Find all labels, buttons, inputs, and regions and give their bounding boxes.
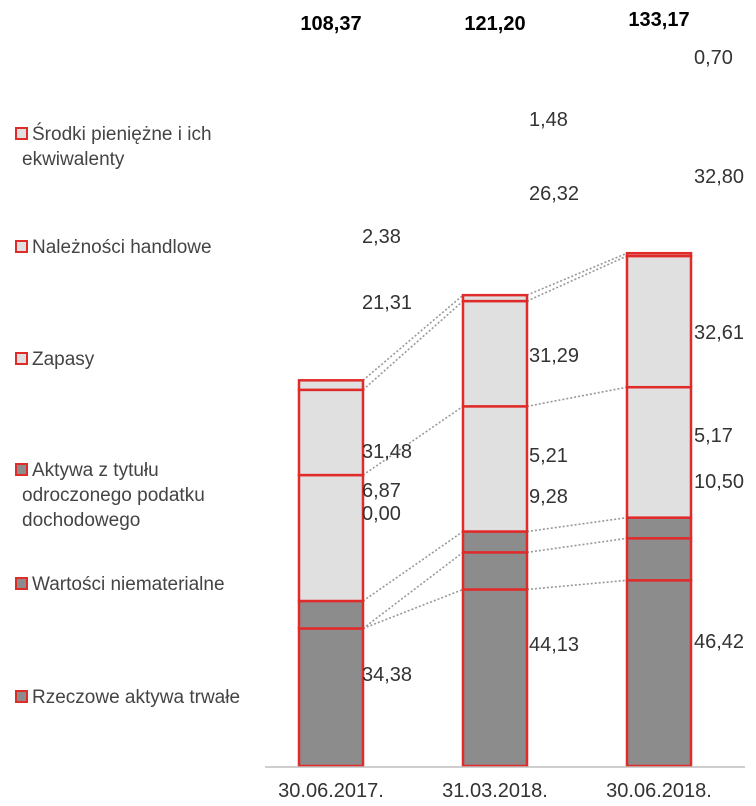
bar-segment-1-5 xyxy=(461,293,529,303)
segment-label-0-5: 2,38 xyxy=(362,226,401,248)
segment-label-2-0: 46,42 xyxy=(694,631,744,653)
segment-label-1-5: 1,48 xyxy=(529,109,568,131)
bar-segment-1-3 xyxy=(461,405,529,533)
connector-1-2 xyxy=(526,516,628,533)
bar-segment-2-0 xyxy=(625,579,693,768)
connector-0-1 xyxy=(362,551,464,630)
connector-1-0 xyxy=(526,579,628,591)
bar-segment-0-4 xyxy=(297,388,365,477)
segment-label-2-1: 10,50 xyxy=(694,471,744,493)
bar-segment-1-2 xyxy=(461,530,529,554)
segment-label-0-0: 34,38 xyxy=(362,664,412,686)
connector-lines xyxy=(362,252,628,630)
bar-segment-0-0 xyxy=(297,627,365,768)
segment-label-2-2: 5,17 xyxy=(694,425,733,447)
legend: Środki pieniężne i ich ekwiwalenty Należno… xyxy=(15,123,240,708)
segment-label-2-5: 0,70 xyxy=(694,47,733,69)
segment-label-2-4: 32,80 xyxy=(694,166,744,188)
x-tick-label-0: 30.06.2017. xyxy=(278,780,384,802)
segment-labels: 34,38 0,006,87 31,48 21,31 2,38 44,13 9,28 5,21… xyxy=(362,47,744,686)
legend-swatch-1 xyxy=(15,240,28,253)
total-label-0: 108,37 xyxy=(300,13,361,35)
legend-label-0-1: ekwiwalenty xyxy=(22,149,125,170)
legend-label-2-0: Zapasy xyxy=(32,349,95,370)
connector-0-4 xyxy=(362,300,464,391)
bar-segment-0-2 xyxy=(297,599,365,630)
x-tick-label-2: 30.06.2018. xyxy=(606,780,712,802)
legend-swatch-2 xyxy=(15,352,28,365)
connector-1-3 xyxy=(526,386,628,408)
legend-swatch-4 xyxy=(15,577,28,590)
bar-segment-0-5 xyxy=(297,379,365,392)
connector-0-0 xyxy=(362,588,464,630)
segment-label-1-4: 26,32 xyxy=(529,183,579,205)
bar-segment-1-0 xyxy=(461,588,529,768)
bar-segment-2-1 xyxy=(625,537,693,582)
connector-0-3 xyxy=(362,405,464,476)
segment-label-0-2: 6,87 xyxy=(362,480,401,502)
bar-segment-0-3 xyxy=(297,473,365,603)
connector-1-5 xyxy=(526,252,628,296)
connector-1-1 xyxy=(526,537,628,554)
legend-swatch-5 xyxy=(15,690,28,703)
connector-1-4 xyxy=(526,255,628,302)
legend-label-3-1: odroczonego podatku xyxy=(22,485,205,506)
x-tick-label-1: 31.03.2018. xyxy=(442,780,548,802)
total-label-1: 121,20 xyxy=(464,13,525,35)
x-tick-labels: 30.06.2017. 31.03.2018. 30.06.2018. xyxy=(278,780,712,802)
legend-item-4: Wartości niematerialne xyxy=(15,574,225,595)
bar-segment-2-3 xyxy=(625,385,693,519)
bars xyxy=(297,251,693,768)
connector-0-2 xyxy=(362,530,464,602)
connector-0-5 xyxy=(362,294,464,381)
segment-label-1-0: 44,13 xyxy=(529,634,579,656)
legend-label-3-2: dochodowego xyxy=(22,510,140,531)
bar-segment-2-2 xyxy=(625,516,693,540)
legend-item-1: Należności handlowe xyxy=(15,237,212,258)
segment-label-0-1: 0,00 xyxy=(362,503,401,525)
bar-segment-2-5 xyxy=(625,251,693,258)
legend-item-3: Aktywa z tytułu odroczonego podatku dochod… xyxy=(15,460,205,531)
segment-label-1-3: 31,29 xyxy=(529,345,579,367)
legend-label-1-0: Należności handlowe xyxy=(32,237,212,258)
segment-label-0-4: 21,31 xyxy=(362,292,412,314)
bar-segment-2-4 xyxy=(625,254,693,389)
legend-swatch-0 xyxy=(15,127,28,140)
legend-item-2: Zapasy xyxy=(15,349,95,370)
legend-item-0: Środki pieniężne i ich ekwiwalenty xyxy=(15,123,212,170)
segment-label-0-3: 31,48 xyxy=(362,441,412,463)
segment-label-1-2: 5,21 xyxy=(529,445,568,467)
segment-label-1-1: 9,28 xyxy=(529,486,568,508)
bar-segment-1-4 xyxy=(461,299,529,408)
legend-label-5-0: Rzeczowe aktywa trwałe xyxy=(32,687,240,708)
legend-swatch-3 xyxy=(15,463,28,476)
legend-item-5: Rzeczowe aktywa trwałe xyxy=(15,687,240,708)
legend-label-3-0: Aktywa z tytułu xyxy=(32,460,159,481)
segment-label-2-3: 32,61 xyxy=(694,322,744,344)
bar-segment-1-1 xyxy=(461,551,529,591)
legend-label-0-0: Środki pieniężne i ich xyxy=(32,123,212,145)
total-labels: 108,37 121,20 133,17 xyxy=(300,9,689,35)
total-label-2: 133,17 xyxy=(628,9,689,31)
legend-label-4-0: Wartości niematerialne xyxy=(32,574,225,595)
